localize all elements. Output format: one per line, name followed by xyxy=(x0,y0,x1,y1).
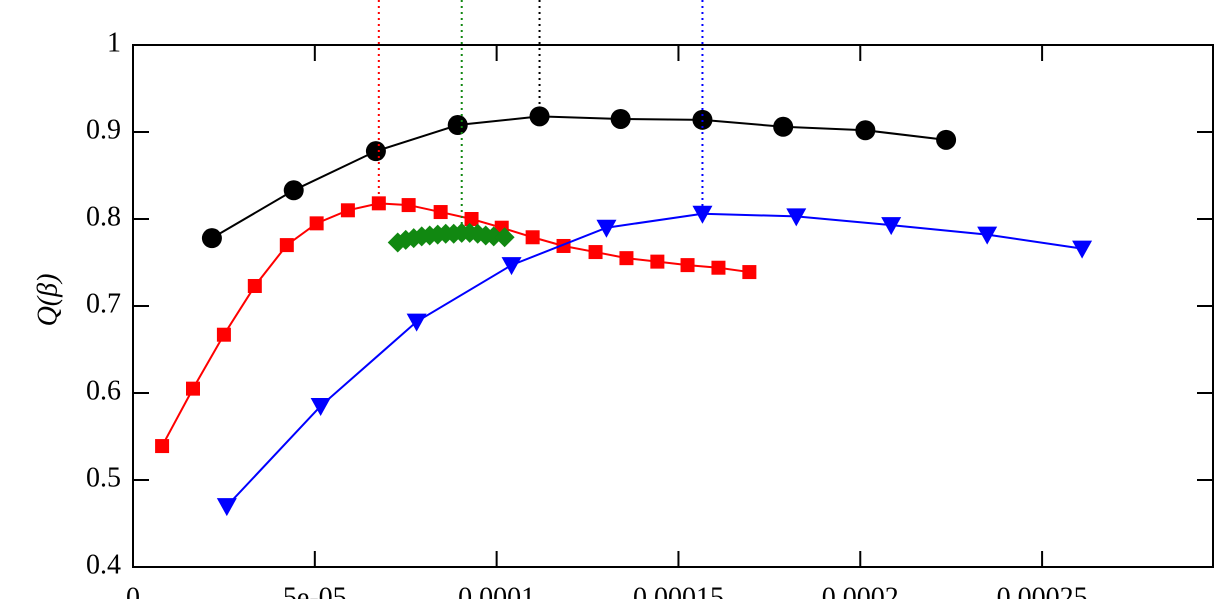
y-tick-label: 0.6 xyxy=(86,375,121,406)
x-tick-label: 0 xyxy=(126,582,140,599)
marker xyxy=(433,205,448,220)
marker xyxy=(501,257,522,276)
marker xyxy=(881,217,902,236)
plot-frame xyxy=(132,44,1214,568)
marker xyxy=(201,228,222,249)
y-tick-label: 0.7 xyxy=(86,288,121,319)
marker xyxy=(588,245,603,260)
marker xyxy=(216,327,231,342)
marker xyxy=(371,196,386,211)
y-tick-label: 0.5 xyxy=(86,462,121,493)
marker xyxy=(283,180,304,201)
marker xyxy=(309,216,324,231)
marker xyxy=(650,254,665,269)
marker xyxy=(977,226,998,245)
marker xyxy=(279,238,294,253)
marker xyxy=(529,106,550,127)
x-tick-label: 0.00015 xyxy=(633,582,724,599)
marker xyxy=(773,116,794,137)
marker xyxy=(464,212,479,226)
marker xyxy=(855,120,876,141)
marker xyxy=(742,265,757,280)
marker xyxy=(692,109,713,130)
marker xyxy=(936,129,957,150)
marker xyxy=(401,198,416,213)
marker xyxy=(483,226,504,247)
marker xyxy=(155,439,170,454)
marker xyxy=(1072,240,1093,259)
y-axis-label: Q(β) xyxy=(32,274,63,327)
marker xyxy=(596,219,617,238)
marker xyxy=(692,205,713,224)
x-tick-label: 5e-05 xyxy=(283,582,347,599)
x-tick-label: 0.0001 xyxy=(458,582,535,599)
marker xyxy=(711,260,726,275)
marker xyxy=(406,313,427,332)
marker xyxy=(525,230,540,245)
marker xyxy=(365,141,386,162)
marker xyxy=(340,203,355,218)
marker xyxy=(619,251,634,266)
y-tick-label: 1 xyxy=(107,27,121,58)
y-tick-label: 0.8 xyxy=(86,201,121,232)
marker xyxy=(494,227,515,248)
marker xyxy=(680,258,695,273)
marker xyxy=(186,381,200,396)
marker xyxy=(610,108,631,129)
x-tick-label: 0.0002 xyxy=(822,582,899,599)
x-tick-label: 0.00025 xyxy=(997,582,1088,599)
marker xyxy=(310,398,331,417)
marker xyxy=(216,498,237,517)
y-tick-label: 0.9 xyxy=(86,114,121,145)
y-tick-label: 0.4 xyxy=(86,549,121,580)
marker xyxy=(786,208,807,227)
marker xyxy=(247,278,262,293)
series-line xyxy=(226,212,1083,507)
marker xyxy=(447,115,468,136)
series-line xyxy=(211,115,947,240)
